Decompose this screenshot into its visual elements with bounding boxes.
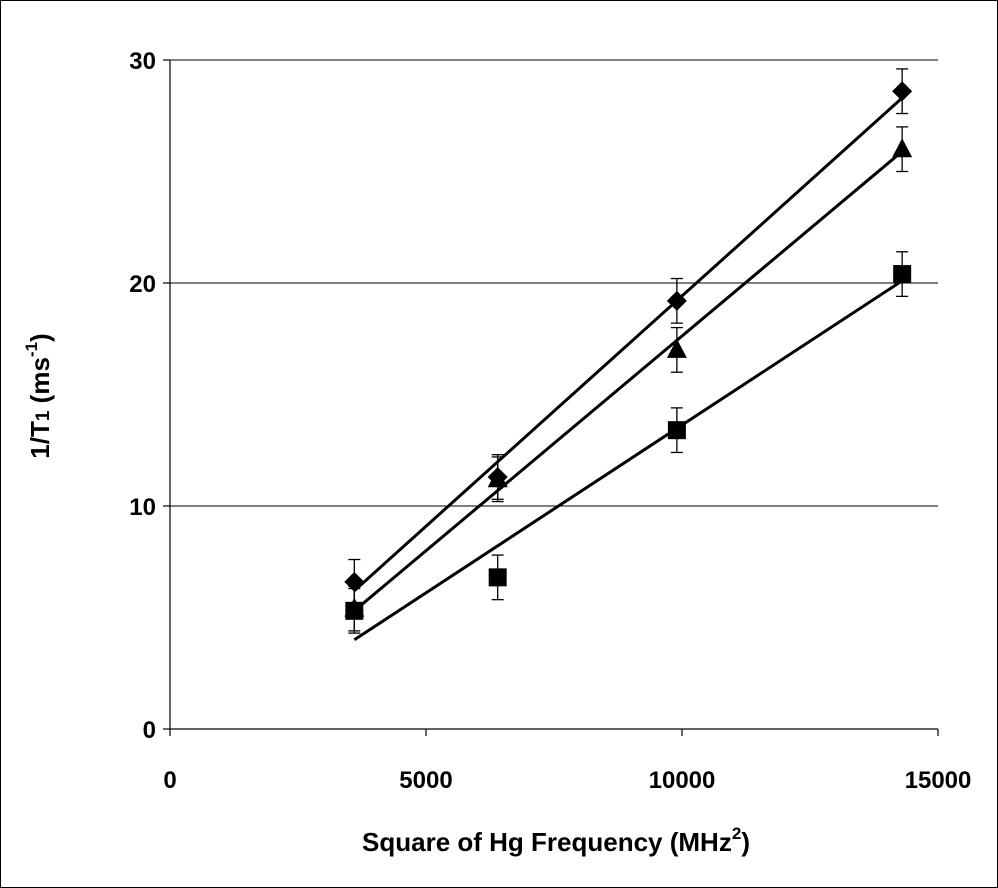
- error-bars: [348, 68, 909, 634]
- data-point-square-2: [667, 421, 686, 440]
- data-point-diamond-2: [666, 290, 687, 311]
- data-point-diamond-0: [344, 571, 365, 592]
- trendline-triangle: [353, 150, 904, 612]
- y-axis-title: 1/T1 (ms-1): [22, 333, 55, 458]
- tick-labels: 0 10 20 30 0 5000 10000 15000: [129, 48, 971, 794]
- trendline-square: [353, 279, 903, 642]
- x-tick-label-10000: 10000: [649, 767, 716, 794]
- data-point-diamond-3: [892, 81, 913, 102]
- data-point-triangle-1: [487, 468, 508, 488]
- data-point-square-3: [893, 265, 912, 284]
- data-point-triangle-3: [892, 138, 913, 158]
- data-point-square-1: [488, 568, 507, 587]
- data-point-square-0: [345, 601, 364, 620]
- x-axis-title: Square of Hg Frequency (MHz2): [362, 824, 750, 857]
- data-point-triangle-2: [666, 338, 687, 358]
- trend-lines: [353, 96, 904, 642]
- axes: [163, 59, 939, 736]
- y-tick-label-20: 20: [129, 271, 156, 298]
- x-tick-label-0: 0: [163, 767, 176, 794]
- x-tick-label-15000: 15000: [905, 767, 972, 794]
- gridlines: [170, 59, 938, 507]
- y-tick-label-30: 30: [129, 48, 156, 75]
- y-tick-label-10: 10: [129, 494, 156, 521]
- y-tick-label-0: 0: [143, 717, 156, 744]
- data-markers: [344, 81, 913, 620]
- trendline-diamond: [353, 96, 904, 592]
- x-tick-label-5000: 5000: [399, 767, 452, 794]
